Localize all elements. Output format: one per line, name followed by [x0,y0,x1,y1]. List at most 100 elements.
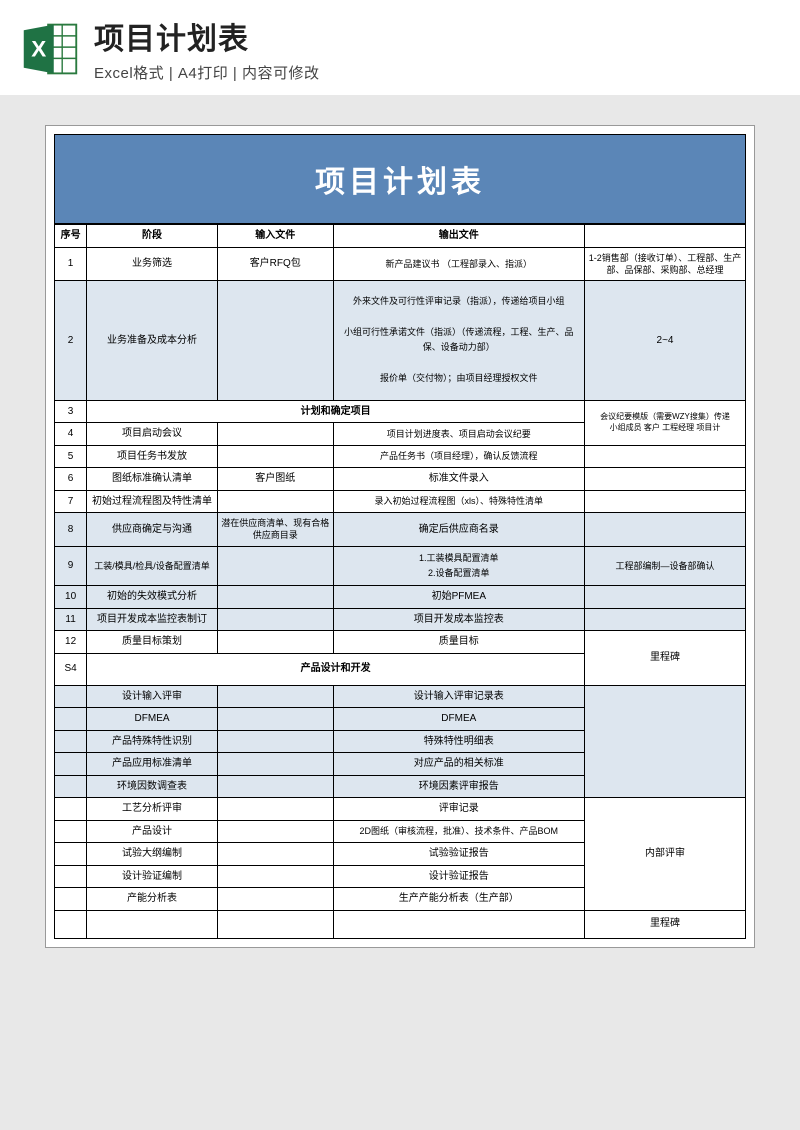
table-cell: 生产产能分析表（生产部） [333,888,584,911]
table-cell [55,798,87,821]
table-cell [217,888,333,911]
table-cell: DFMEA [333,708,584,731]
table-cell: 产品特殊特性识别 [87,730,218,753]
table-cell: 初始PFMEA [333,586,584,609]
table-cell: 工装/模具/检具/设备配置清单 [87,546,218,586]
cell-line: 会议纪要模版（需要WZY搜集）传递 [588,412,742,423]
table-cell [217,631,333,654]
table-cell [55,820,87,843]
table-cell [217,586,333,609]
table-cell [217,775,333,798]
table-cell: 1-2销售部（接收订单）、工程部、生产部、品保部、采购部、总经理 [585,247,746,280]
table-cell: 设计输入评审记录表 [333,685,584,708]
table-cell [87,910,218,938]
table-cell: 质量目标 [333,631,584,654]
table-cell: 2~4 [585,280,746,400]
section-header: 计划和确定项目 [87,400,585,423]
table-cell: 环境因数调查表 [87,775,218,798]
table-cell [217,608,333,631]
table-cell: 初始过程流程图及特性清单 [87,490,218,513]
table-cell: 图纸标准确认清单 [87,468,218,491]
table-cell: 试验大纲编制 [87,843,218,866]
table-cell [217,546,333,586]
col-output: 输出文件 [333,225,584,248]
doc-title: 项目计划表 [54,134,746,224]
template-header: X 项目计划表 Excel格式 | A4打印 | 内容可修改 [0,0,800,95]
table-cell [217,910,333,938]
table-cell: 业务准备及成本分析 [87,280,218,400]
table-cell [585,586,746,609]
table-cell: 产品设计 [87,820,218,843]
table-cell: 2 [55,280,87,400]
table-cell: 项目计划进度表、项目启动会议纪要 [333,423,584,446]
table-cell [217,753,333,776]
table-cell [585,490,746,513]
table-cell: 环境因素评审报告 [333,775,584,798]
project-plan-table: 序号 阶段 输入文件 输出文件 1 业务筛选 客户RFQ包 新产品建议书 （工程… [54,224,746,939]
table-cell: 产品任务书（项目经理），确认反馈流程 [333,445,584,468]
table-cell: 试验验证报告 [333,843,584,866]
table-cell [55,708,87,731]
table-cell [217,843,333,866]
table-cell: DFMEA [87,708,218,731]
table-cell [217,730,333,753]
table-cell [55,865,87,888]
table-cell: 项目任务书发放 [87,445,218,468]
table-cell: 设计验证编制 [87,865,218,888]
table-cell: 客户图纸 [217,468,333,491]
table-cell [217,490,333,513]
table-cell: 1.工装模具配置清单 2.设备配置清单 [333,546,584,586]
table-cell: 5 [55,445,87,468]
table-cell: 新产品建议书 （工程部录入、指派） [333,247,584,280]
table-cell [55,910,87,938]
table-cell: 8 [55,513,87,546]
table-cell: 12 [55,631,87,654]
svg-text:X: X [31,36,46,61]
table-cell: 客户RFQ包 [217,247,333,280]
table-cell: 设计验证报告 [333,865,584,888]
table-cell [55,685,87,708]
table-cell [217,820,333,843]
table-cell: 9 [55,546,87,586]
table-cell [217,798,333,821]
table-cell [217,685,333,708]
table-cell [55,775,87,798]
table-cell: 设计输入评审 [87,685,218,708]
table-cell [55,730,87,753]
table-cell: 产品应用标准清单 [87,753,218,776]
table-cell [217,423,333,446]
table-cell: 项目开发成本监控表制订 [87,608,218,631]
table-cell [55,888,87,911]
table-cell: 里程碑 [585,631,746,686]
template-subtitle: Excel格式 | A4打印 | 内容可修改 [94,62,320,83]
table-cell [585,608,746,631]
table-cell [585,468,746,491]
table-cell: 标准文件录入 [333,468,584,491]
excel-icon: X [20,19,80,79]
table-cell: 外来文件及可行性评审记录（指派），传递给项目小组 小组可行性承诺文件（指派）（传… [333,280,584,400]
table-cell: 特殊特性明细表 [333,730,584,753]
table-cell: 里程碑 [585,910,746,938]
col-stage: 阶段 [87,225,218,248]
table-cell: 潜在供应商清单、现有合格供应商目录 [217,513,333,546]
table-cell: 1 [55,247,87,280]
table-cell [585,513,746,546]
table-cell [333,910,584,938]
page-preview-wrap: 项目计划表 序号 阶段 输入文件 输出文件 1 业务筛选 客户RFQ包 新产品建… [0,95,800,948]
table-cell: 6 [55,468,87,491]
table-cell: 供应商确定与沟通 [87,513,218,546]
section-header: 产品设计和开发 [87,653,585,685]
table-cell: 项目开发成本监控表 [333,608,584,631]
col-resp [585,225,746,248]
table-cell: 初始的失效模式分析 [87,586,218,609]
table-cell [217,280,333,400]
document-page: 项目计划表 序号 阶段 输入文件 输出文件 1 业务筛选 客户RFQ包 新产品建… [45,125,755,948]
table-cell: 工艺分析评审 [87,798,218,821]
table-cell: 确定后供应商名录 [333,513,584,546]
col-num: 序号 [55,225,87,248]
table-cell: 质量目标策划 [87,631,218,654]
table-cell [217,708,333,731]
table-cell [585,445,746,468]
table-cell: 对应产品的相关标准 [333,753,584,776]
table-cell: 产能分析表 [87,888,218,911]
